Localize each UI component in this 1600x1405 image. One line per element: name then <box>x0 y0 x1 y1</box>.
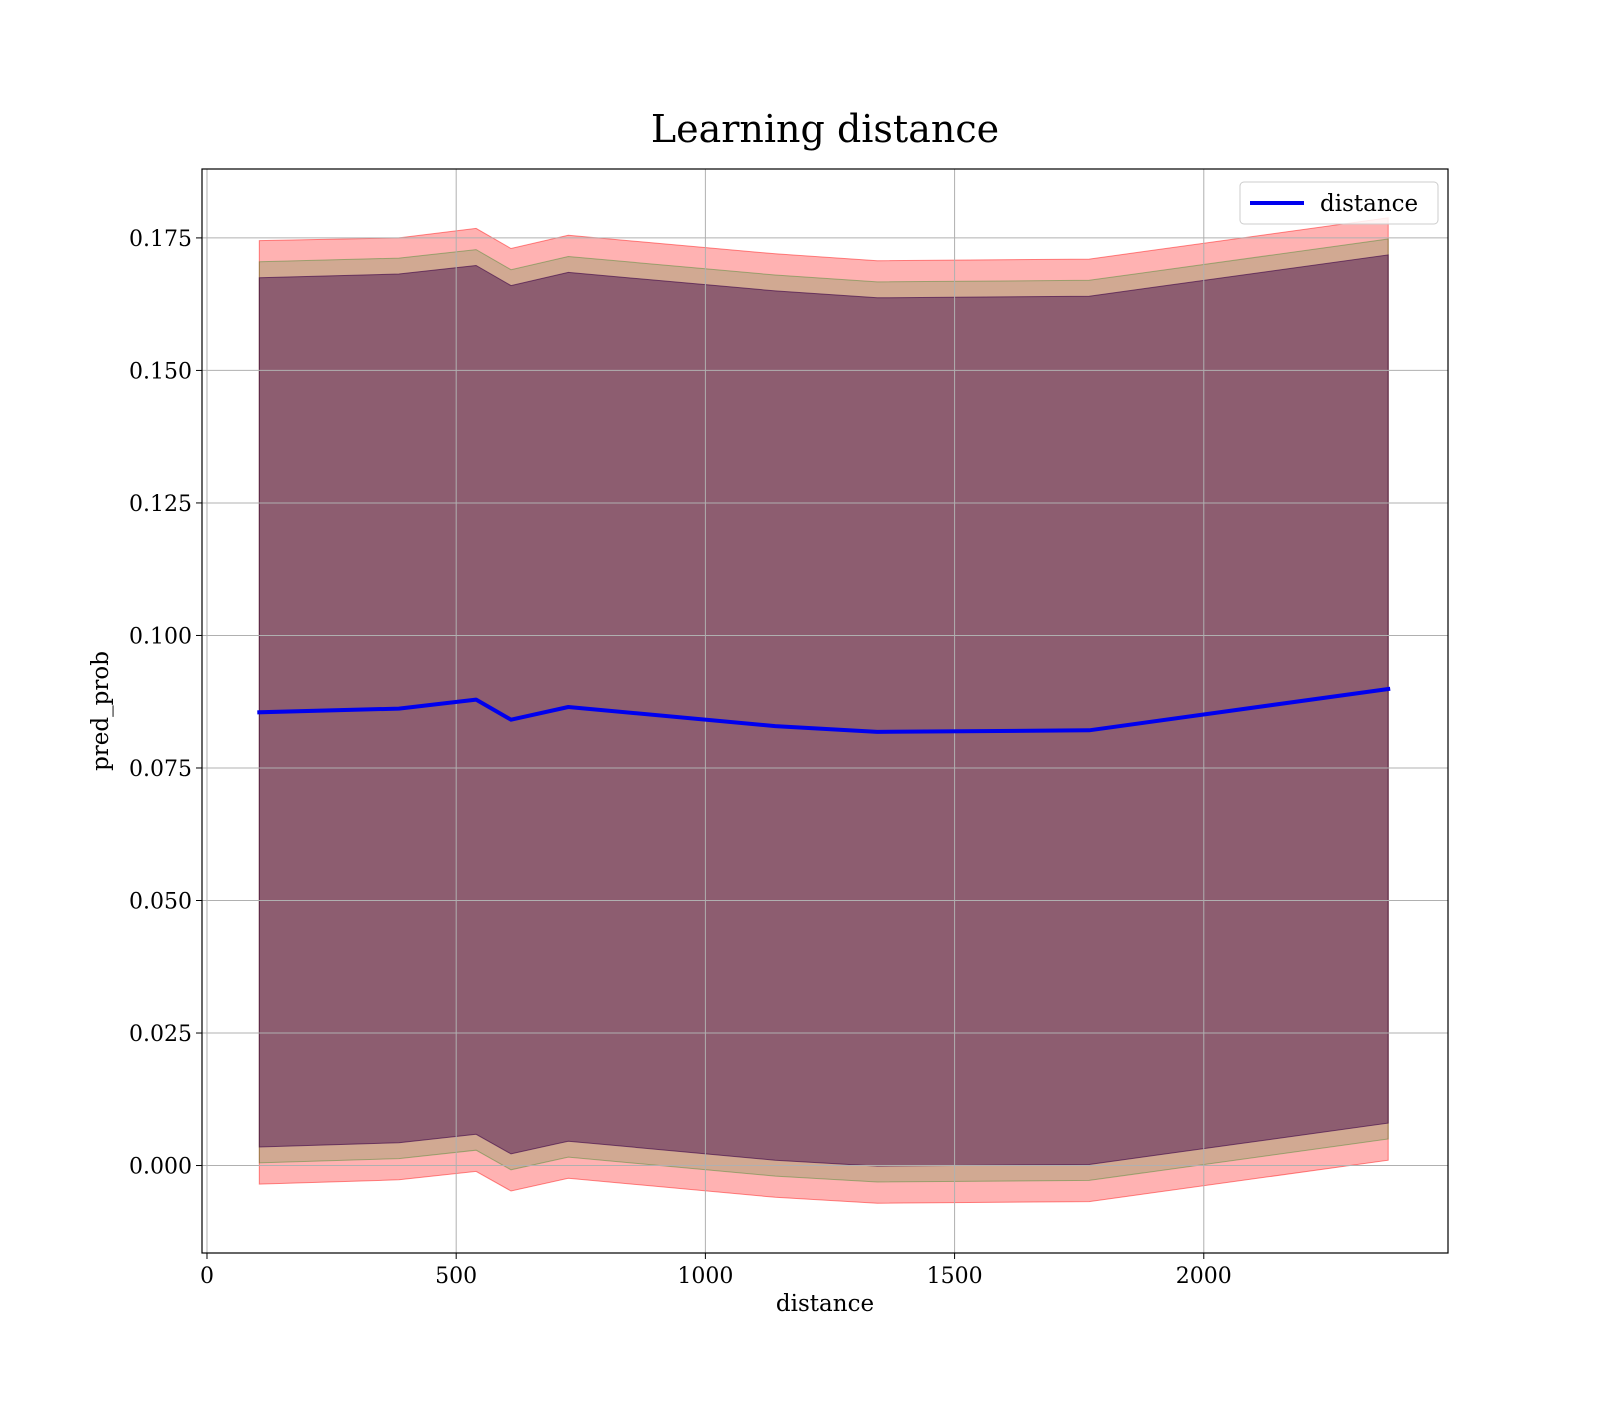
x-tick-label-4: 2000 <box>1176 1264 1232 1289</box>
legend-box <box>1239 181 1439 225</box>
y-tick-label-3: 0.075 <box>129 757 192 782</box>
y-tick-label-5: 0.125 <box>129 492 192 517</box>
y-tick-label-2: 0.050 <box>129 890 192 915</box>
series-lines <box>257 686 1391 734</box>
grid-lines <box>202 169 1448 1253</box>
series-line-0 <box>257 686 1391 734</box>
y-tick-label-1: 0.025 <box>129 1022 192 1047</box>
legend-label-0: distance <box>1320 191 1418 217</box>
y-tick-label-6: 0.150 <box>129 359 192 384</box>
x-tick-label-1: 500 <box>435 1264 477 1289</box>
y-tick-label-4: 0.100 <box>129 624 192 649</box>
plot-frame <box>201 168 1449 1254</box>
band-2 <box>258 254 1389 1167</box>
x-tick-label-2: 1000 <box>677 1264 733 1289</box>
x-axis-ticks: 0 500 1000 1500 2000 <box>200 1253 1232 1289</box>
x-tick-label-3: 1500 <box>927 1264 983 1289</box>
legend: distance <box>1239 181 1439 225</box>
confidence-bands <box>258 217 1389 1204</box>
y-axis-label: pred_prob <box>88 651 114 771</box>
band-0 <box>258 217 1389 1204</box>
x-tick-label-0: 0 <box>200 1264 214 1289</box>
band-1 <box>258 238 1389 1183</box>
y-axis-ticks: 0.000 0.025 0.050 0.075 0.100 0.125 0.150 0.175 <box>129 227 202 1180</box>
y-tick-label-7: 0.175 <box>129 227 192 252</box>
chart-title: Learning distance <box>651 107 999 151</box>
x-axis-label: distance <box>776 1291 874 1317</box>
y-tick-label-0: 0.000 <box>129 1155 192 1180</box>
